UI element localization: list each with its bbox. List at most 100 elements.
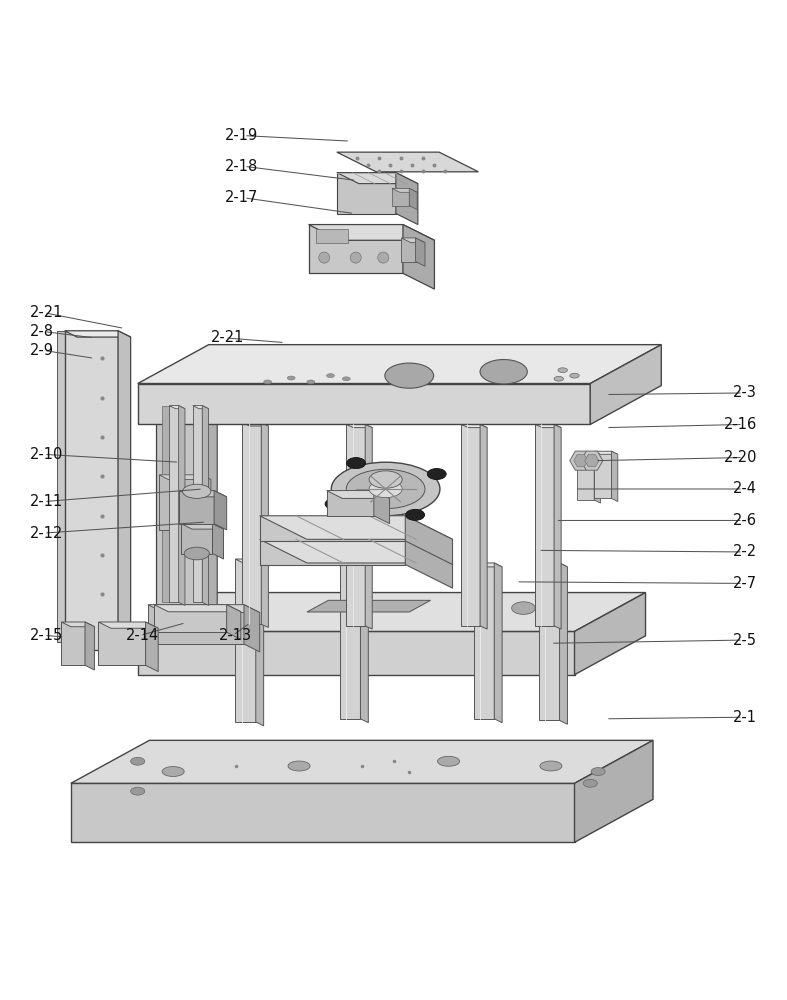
- Polygon shape: [138, 345, 661, 384]
- Ellipse shape: [583, 779, 597, 787]
- Bar: [316, 229, 348, 243]
- Polygon shape: [156, 400, 217, 406]
- Ellipse shape: [346, 469, 425, 509]
- Text: 2-3: 2-3: [733, 385, 757, 400]
- Ellipse shape: [427, 469, 446, 480]
- Ellipse shape: [346, 458, 365, 469]
- Polygon shape: [159, 475, 201, 530]
- Ellipse shape: [325, 498, 344, 509]
- Bar: [159, 475, 201, 530]
- Polygon shape: [146, 622, 158, 672]
- Ellipse shape: [319, 252, 330, 263]
- Polygon shape: [242, 423, 268, 426]
- Polygon shape: [403, 225, 434, 289]
- Ellipse shape: [591, 768, 605, 775]
- Text: 2-19: 2-19: [225, 128, 258, 143]
- Polygon shape: [227, 605, 241, 639]
- Bar: [260, 516, 405, 541]
- Bar: [242, 423, 261, 624]
- Polygon shape: [575, 593, 645, 675]
- Bar: [594, 451, 611, 498]
- Polygon shape: [309, 225, 434, 240]
- Polygon shape: [474, 563, 502, 567]
- Bar: [474, 563, 494, 719]
- Polygon shape: [560, 563, 567, 724]
- Ellipse shape: [438, 756, 460, 766]
- Bar: [169, 406, 179, 602]
- Ellipse shape: [331, 462, 440, 516]
- Polygon shape: [539, 563, 567, 567]
- Bar: [260, 539, 405, 565]
- Polygon shape: [71, 740, 653, 783]
- Bar: [148, 605, 244, 644]
- Ellipse shape: [540, 761, 562, 771]
- Bar: [401, 238, 416, 262]
- Ellipse shape: [264, 380, 272, 384]
- Polygon shape: [235, 559, 264, 563]
- Bar: [235, 559, 256, 722]
- Ellipse shape: [512, 602, 535, 614]
- Text: 2-16: 2-16: [724, 417, 757, 432]
- Polygon shape: [57, 331, 65, 642]
- Polygon shape: [138, 631, 575, 675]
- Polygon shape: [494, 563, 502, 723]
- Bar: [154, 605, 227, 632]
- Polygon shape: [65, 331, 131, 337]
- Polygon shape: [256, 559, 264, 726]
- Polygon shape: [409, 188, 417, 210]
- Ellipse shape: [554, 376, 563, 381]
- Bar: [346, 424, 365, 626]
- Polygon shape: [85, 622, 94, 670]
- Polygon shape: [65, 331, 118, 650]
- Polygon shape: [327, 491, 390, 498]
- Polygon shape: [611, 451, 618, 502]
- Ellipse shape: [406, 509, 425, 520]
- Ellipse shape: [327, 374, 334, 378]
- Polygon shape: [392, 188, 417, 192]
- Bar: [539, 563, 560, 720]
- Polygon shape: [590, 345, 661, 424]
- Text: 2-2: 2-2: [733, 544, 757, 559]
- Text: 2-8: 2-8: [30, 324, 54, 339]
- Text: 2-1: 2-1: [733, 710, 757, 725]
- Polygon shape: [261, 423, 268, 627]
- Polygon shape: [594, 453, 600, 503]
- Bar: [193, 406, 202, 602]
- Ellipse shape: [558, 368, 567, 373]
- Polygon shape: [365, 424, 372, 629]
- Polygon shape: [181, 524, 224, 529]
- Ellipse shape: [369, 480, 402, 498]
- Polygon shape: [193, 406, 209, 409]
- Ellipse shape: [350, 252, 361, 263]
- Ellipse shape: [183, 484, 211, 498]
- Polygon shape: [214, 491, 227, 530]
- Text: 2-21: 2-21: [211, 330, 244, 345]
- Polygon shape: [346, 424, 372, 428]
- Ellipse shape: [162, 767, 184, 776]
- Bar: [162, 406, 170, 602]
- Polygon shape: [554, 424, 561, 629]
- Polygon shape: [405, 539, 453, 588]
- Ellipse shape: [385, 363, 434, 388]
- Polygon shape: [98, 622, 158, 628]
- Polygon shape: [337, 173, 418, 184]
- Bar: [194, 406, 201, 602]
- Polygon shape: [480, 424, 487, 629]
- Polygon shape: [360, 559, 368, 723]
- Bar: [327, 491, 374, 516]
- Polygon shape: [138, 593, 645, 631]
- Bar: [461, 424, 480, 626]
- Bar: [535, 424, 554, 626]
- Text: 2-10: 2-10: [30, 447, 63, 462]
- Polygon shape: [205, 400, 217, 615]
- Text: 2-17: 2-17: [225, 190, 258, 205]
- Text: 2-14: 2-14: [126, 628, 159, 643]
- Text: 2-6: 2-6: [733, 513, 757, 528]
- Text: 2-9: 2-9: [30, 343, 54, 358]
- Bar: [577, 453, 594, 500]
- Polygon shape: [374, 491, 390, 524]
- Polygon shape: [156, 400, 205, 609]
- Ellipse shape: [342, 377, 350, 381]
- Polygon shape: [179, 406, 185, 605]
- Polygon shape: [118, 331, 131, 656]
